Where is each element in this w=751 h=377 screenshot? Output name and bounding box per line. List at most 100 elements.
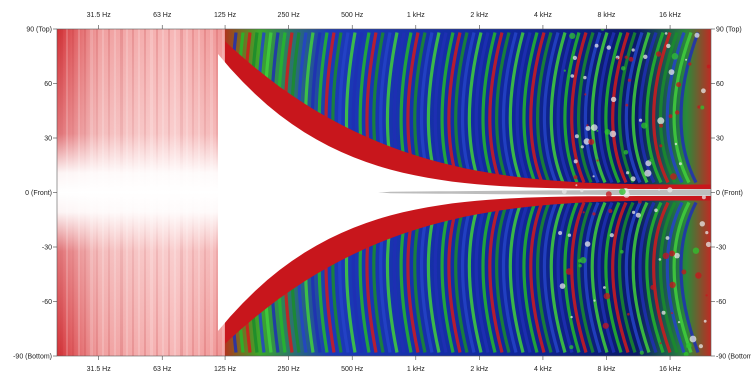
x-tick-label-top-1: 63 Hz: [153, 12, 172, 19]
lobe-arc: [474, 201, 490, 353]
speckle-dot: [592, 212, 596, 216]
lobe-arc: [583, 32, 602, 184]
speckle-dot: [596, 159, 599, 162]
x-tick-label-top-5: 1 kHz: [407, 12, 425, 19]
lobe-arc: [638, 201, 658, 354]
speckle-dot: [621, 66, 626, 71]
lobe-arc: [604, 201, 623, 353]
lobe-arc: [501, 201, 518, 353]
speckle-dot: [628, 56, 634, 62]
speckle-dot: [695, 272, 702, 279]
lobe-arc: [672, 31, 693, 184]
speckle-dot: [569, 32, 576, 40]
lobe-arc: [481, 32, 497, 184]
speckle-dot: [584, 93, 587, 96]
x-tick-label-bottom-9: 16 kHz: [659, 366, 681, 373]
low-frequency-on-axis-region: [57, 29, 225, 356]
axis-ticks: 31.5 Hz 31.5 Hz 63 Hz 63 Hz 125 Hz 125 Hz 250 …: [13, 12, 751, 373]
speckle-dot: [583, 138, 590, 145]
speckle-dot: [569, 345, 574, 350]
x-tick-label-top-6: 2 kHz: [470, 12, 488, 19]
lobe-arc: [652, 31, 672, 184]
speckle-dot: [610, 96, 617, 103]
main-lobe-core: [218, 189, 711, 196]
speckle-dot: [706, 64, 711, 69]
x-tick-label-bottom-6: 2 kHz: [470, 366, 488, 373]
speckle-dot: [705, 294, 708, 297]
speckle-dot: [694, 32, 700, 38]
lobe-arc: [576, 32, 595, 184]
speckle-dot: [603, 286, 606, 289]
y-tick-label-left-1: 60: [44, 81, 52, 88]
speckle-dot: [606, 45, 611, 50]
speckle-dot: [643, 54, 648, 59]
speckle-dot: [582, 211, 585, 214]
speckle-dot: [657, 117, 665, 125]
speckle-dot: [631, 48, 635, 52]
lobe-arc: [679, 31, 700, 184]
speckle-dot: [588, 138, 595, 145]
speckle-dot: [594, 43, 599, 48]
speckle-dot: [574, 134, 579, 139]
speckle-dot: [649, 159, 652, 162]
speckle-dot: [559, 283, 566, 289]
lobe-arc: [611, 201, 630, 353]
speckle-dot: [627, 312, 630, 316]
lobe-arc: [617, 201, 637, 354]
y-tick-label-left-6: -90 (Bottom): [13, 354, 52, 361]
speckle-dot: [705, 231, 709, 235]
lobe-arc: [536, 32, 553, 184]
speckle-dot: [624, 55, 628, 59]
speckle-dot: [641, 122, 648, 129]
speckle-dot: [664, 32, 668, 35]
lobe-arc: [508, 201, 525, 353]
y-tick-label-right-6: -90 (Bottom): [716, 354, 751, 361]
speckle-dot: [700, 105, 705, 110]
lobe-arc: [495, 32, 511, 184]
speckle-dot: [669, 281, 676, 289]
speckle-dot: [676, 82, 682, 88]
speckle-dot: [689, 335, 697, 343]
y-tick-label-right-5: -60: [716, 299, 726, 306]
speckle-dot: [671, 53, 679, 60]
speckle-dot: [697, 105, 701, 109]
y-tick-label-left-2: 30: [44, 136, 52, 143]
x-tick-label-top-2: 125 Hz: [214, 12, 237, 19]
speckle-dot: [659, 342, 662, 345]
speckle-dot: [586, 124, 589, 127]
speckle-dot: [575, 184, 578, 187]
lobe-arc: [460, 32, 476, 184]
speckle-dot: [668, 114, 673, 119]
speckle-dot: [591, 124, 598, 131]
speckle-dot: [603, 292, 611, 300]
lobe-arc: [576, 201, 595, 353]
lobe-arc: [570, 32, 588, 184]
speckle-dot: [671, 312, 673, 315]
y-tick-label-right-0: 90 (Top): [716, 27, 742, 34]
lobe-arc: [467, 201, 483, 353]
speckle-dot: [561, 189, 567, 194]
lobe-arc: [645, 201, 665, 354]
lobe-arc: [590, 201, 609, 353]
speckle-dot: [583, 75, 587, 80]
speckle-dot: [632, 210, 636, 214]
speckle-dot: [580, 188, 584, 193]
speckle-dot: [620, 249, 624, 254]
lobe-arc: [488, 201, 504, 353]
x-tick-label-bottom-8: 8 kHz: [598, 366, 616, 373]
lobe-arc: [631, 201, 651, 354]
lobe-arc: [515, 32, 532, 184]
lobe-arc: [583, 201, 602, 353]
lobe-arc: [590, 32, 609, 184]
speckle-dot: [585, 125, 591, 131]
x-tick-label-top-0: 31.5 Hz: [87, 12, 112, 19]
lobe-arc: [665, 201, 686, 354]
speckle-dot: [600, 29, 605, 31]
speckle-dot: [659, 123, 664, 128]
lobe-arc: [467, 32, 483, 184]
x-tick-label-top-9: 16 kHz: [659, 12, 681, 19]
speckle-dot: [681, 269, 687, 275]
speckle-dot: [688, 62, 692, 66]
speckle-dot: [635, 212, 641, 218]
